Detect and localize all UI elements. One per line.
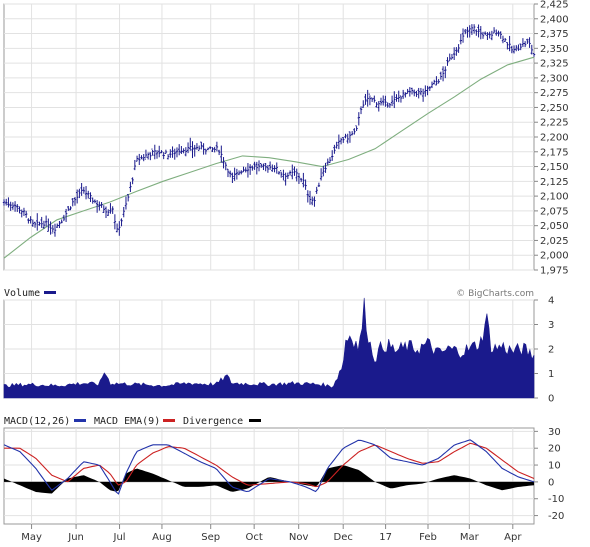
- x-tick-label: Nov: [289, 532, 309, 543]
- price-tick-label: 2,000: [540, 251, 569, 262]
- x-tick-label: Mar: [460, 532, 480, 543]
- x-tick-label: May: [21, 532, 42, 543]
- volume-tick-label: 2: [548, 345, 554, 356]
- x-tick-label: Jul: [113, 532, 126, 543]
- volume-legend-swatch: [44, 291, 56, 294]
- price-tick-label: 2,300: [540, 73, 569, 84]
- x-tick-label: Feb: [419, 532, 437, 543]
- x-tick-label: Jun: [67, 532, 84, 543]
- volume-tick-label: 0: [548, 394, 554, 405]
- volume-y-axis: 0 1 2 3 4: [534, 296, 554, 405]
- x-tick-label: Oct: [246, 532, 263, 543]
- x-tick-label: Dec: [334, 532, 353, 543]
- macd-tick-label: -20: [548, 511, 564, 522]
- macd-y-axis: -20 -10 0 10 20 30: [534, 427, 564, 522]
- x-tick-label: 17: [379, 532, 392, 543]
- price-tick-label: 2,325: [540, 59, 569, 70]
- price-tick-label: 2,225: [540, 118, 569, 129]
- x-tick-label: Sep: [201, 532, 220, 543]
- price-tick-label: 2,150: [540, 162, 569, 173]
- price-tick-label: 2,200: [540, 133, 569, 144]
- macd-tick-label: 20: [548, 444, 561, 455]
- volume-tick-label: 4: [548, 296, 554, 307]
- macd-tick-label: 10: [548, 461, 561, 472]
- x-tick-label: Aug: [152, 532, 172, 543]
- legend-divergence-swatch: [249, 419, 261, 422]
- price-tick-label: 2,400: [540, 14, 569, 25]
- volume-label: Volume: [4, 288, 40, 299]
- price-tick-label: 2,275: [540, 88, 569, 99]
- macd-panel-frame: [3, 427, 535, 525]
- legend-macd-swatch: [74, 419, 86, 422]
- price-tick-label: 2,425: [540, 0, 569, 11]
- x-tick-label: Apr: [504, 532, 522, 543]
- price-tick-label: 2,350: [540, 44, 569, 55]
- legend-divergence-label: Divergence: [183, 416, 243, 427]
- price-tick-label: 2,025: [540, 236, 569, 247]
- macd-ema-line: [4, 442, 535, 488]
- price-tick-label: 2,075: [540, 206, 569, 217]
- macd-tick-label: 30: [548, 427, 561, 438]
- volume-tick-label: 3: [548, 320, 554, 331]
- macd-tick-label: -10: [548, 494, 564, 505]
- bigcharts-credit: © BigCharts.com: [456, 289, 534, 299]
- price-tick-label: 2,175: [540, 147, 569, 158]
- price-tick-label: 1,975: [540, 266, 569, 277]
- volume-area: [3, 297, 535, 399]
- macd-line: [3, 439, 535, 495]
- price-tick-label: 2,100: [540, 192, 569, 203]
- price-tick-label: 2,125: [540, 177, 569, 188]
- moving-average-line: [3, 56, 535, 259]
- legend-macd-label: MACD(12,26): [4, 416, 70, 427]
- volume-tick-label: 1: [548, 369, 554, 380]
- macd-tick-label: 0: [548, 477, 554, 488]
- x-axis: May Jun Jul Aug Sep Oct Nov Dec 17 Feb Mar Apr: [21, 524, 522, 543]
- legend-macd-ema-label: MACD EMA(9): [94, 416, 160, 427]
- price-series: [2, 24, 536, 259]
- price-tick-label: 2,250: [540, 103, 569, 114]
- price-y-axis: 1,975 2,000 2,025 2,050 2,075 2,100 2,125 2,150…: [534, 0, 569, 277]
- macd-series: [3, 439, 535, 495]
- volume-series: [3, 297, 535, 399]
- price-tick-label: 2,050: [540, 221, 569, 232]
- legend-ema-swatch: [163, 419, 175, 422]
- price-tick-label: 2,375: [540, 29, 569, 40]
